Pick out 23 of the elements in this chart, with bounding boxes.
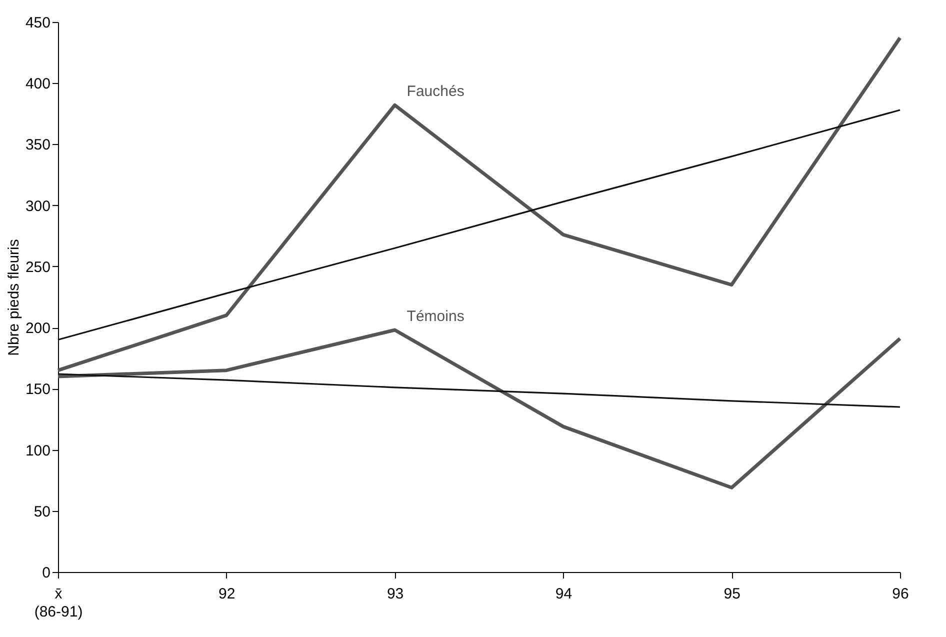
y-tick-label: 350 [25,136,50,154]
y-tick-label: 100 [25,442,50,460]
line-series [57,373,901,408]
line-series [57,109,901,341]
y-tick-label: 450 [25,14,50,32]
y-tick-label: 300 [25,198,50,215]
x-tick-label: 93 [386,586,404,602]
x-tick-label: x̄ (86-91) [34,586,83,620]
series-label: Fauchés [406,83,464,100]
y-tick-label: 150 [25,381,50,398]
y-tick-label: 50 [34,503,50,520]
y-tick-label: 250 [25,258,50,276]
y-axis-title: Nbre pieds fleuris [5,239,22,356]
x-tick-label: 95 [724,586,740,602]
y-tick-label: 200 [25,320,50,338]
line-series [56,36,902,372]
x-tick-label: 94 [555,586,572,602]
line-series [56,328,902,490]
series-label: Témoins [406,308,464,325]
y-tick-label: 400 [25,76,50,93]
x-tick-label: 92 [218,586,236,602]
y-tick-label: 0 [42,564,50,582]
x-tick-label: 96 [892,586,909,602]
